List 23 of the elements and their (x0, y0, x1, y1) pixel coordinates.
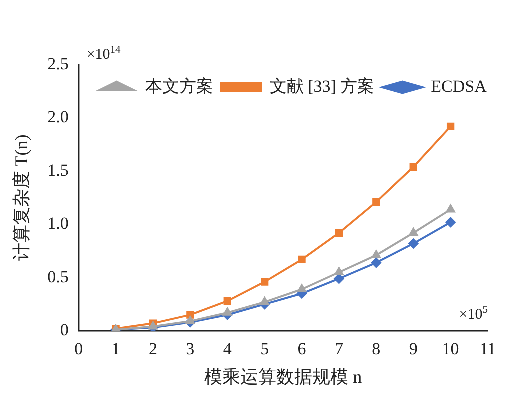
y-tick-label: 1.0 (48, 214, 69, 234)
x-tick-label: 11 (480, 340, 496, 359)
x-tick-label: 6 (298, 340, 306, 359)
y-axis-title: 计算复杂度 T(n) (12, 134, 32, 262)
x-tick-label: 3 (186, 340, 195, 359)
x-axis-title: 模乘运算数据规模 n (204, 366, 362, 387)
legend-label: 文献 [33] 方案 (270, 76, 375, 96)
x-tick-label: 2 (148, 340, 158, 359)
y-tick-label: 2.5 (48, 54, 69, 74)
y-tick-label: 0.5 (48, 267, 69, 286)
y-tick-label: 0 (60, 320, 69, 340)
x-tick-label: 1 (112, 340, 120, 359)
x-tick-label: 4 (223, 340, 232, 359)
legend-label: 本文方案 (145, 76, 214, 96)
x-tick-label: 9 (409, 340, 418, 359)
x-tick-label: 7 (334, 340, 344, 359)
legend-label: ECDSA (431, 76, 488, 96)
x-tick-label: 8 (372, 340, 381, 359)
x-tick-label: 0 (74, 340, 84, 359)
y-tick-label: 2.0 (48, 108, 69, 127)
x-tick-label: 10 (442, 340, 460, 359)
x-tick-label: 5 (260, 340, 270, 359)
y-tick-label: 1.5 (48, 160, 69, 180)
